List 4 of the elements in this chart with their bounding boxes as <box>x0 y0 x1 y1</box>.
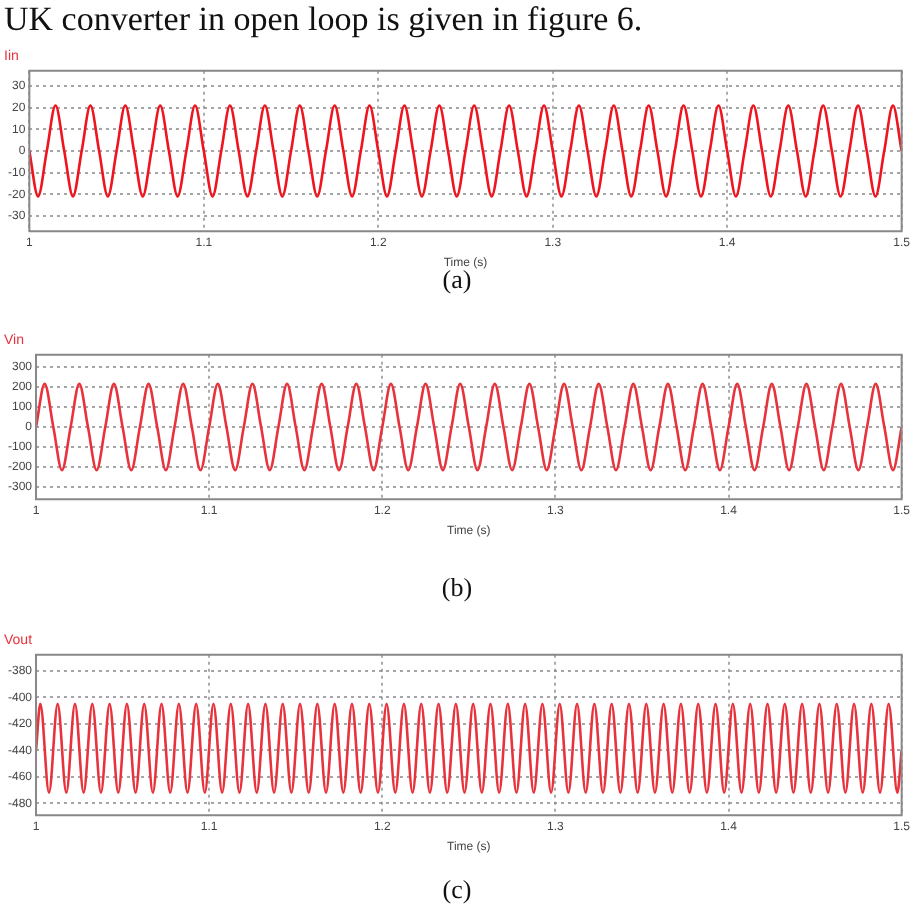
text: (b) <box>439 572 475 604</box>
text: (c) <box>440 874 474 906</box>
text: UK converter in open loop is given in figure 6. <box>4 0 643 40</box>
text: (a) <box>440 264 474 296</box>
